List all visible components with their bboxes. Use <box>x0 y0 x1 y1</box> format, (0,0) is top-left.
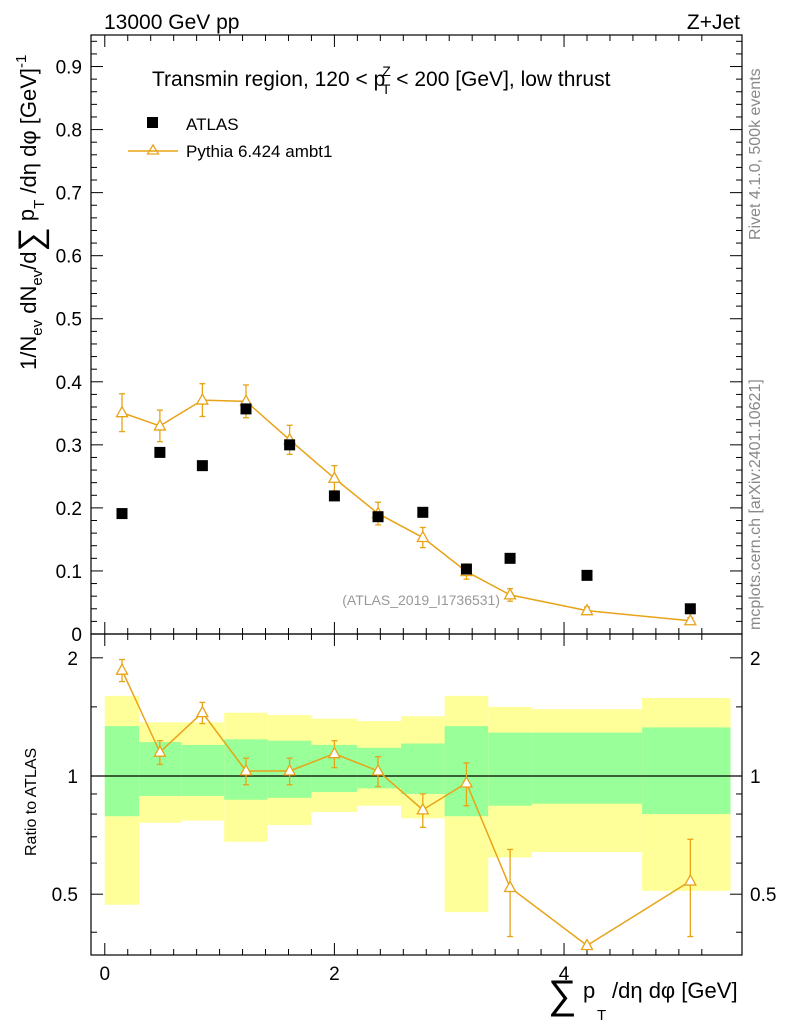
pythia-line <box>121 399 691 622</box>
atlas-point <box>154 446 166 458</box>
pythia-point <box>195 392 209 405</box>
legend-atlas-label: ATLAS <box>186 115 239 134</box>
rivet-version-label: Rivet 4.1.0, 500k events <box>747 68 764 240</box>
pythia-point <box>683 613 697 626</box>
header-collision-label: 13000 GeV pp <box>104 11 239 34</box>
ratio-y-tick-label-left: 0.5 <box>52 885 78 906</box>
pythia-point <box>503 587 517 600</box>
ratio-point <box>416 802 430 815</box>
ratio-point <box>153 744 167 757</box>
x-tick-label: 2 <box>329 964 340 985</box>
svg-text:∑: ∑ <box>548 973 577 1017</box>
ratio-y-tick-label-right: 2 <box>750 649 761 670</box>
ratio-y-tick-label-right: 1 <box>750 767 761 788</box>
ratio-y-axis-label: Ratio to ATLAS <box>23 748 40 856</box>
ratio-point <box>115 662 129 675</box>
ratio-point <box>503 880 517 893</box>
ratio-point <box>239 763 253 776</box>
pythia-point <box>327 470 342 483</box>
band-1sigma-bin <box>181 744 225 796</box>
legend-pythia-marker <box>146 143 160 155</box>
atlas-point <box>284 439 296 451</box>
band-1sigma-bin <box>104 726 140 817</box>
ratio-y-tick-label-left: 2 <box>67 649 78 670</box>
ratio-point <box>283 763 297 776</box>
ratio-panel-frame <box>90 633 743 956</box>
atlas-point <box>581 569 593 581</box>
atlas-point <box>196 460 208 472</box>
ratio-point <box>683 873 697 886</box>
main-y-tick-label: 0.3 <box>56 436 82 457</box>
pythia-point <box>580 603 594 616</box>
header-process-label: Z+Jet <box>687 11 740 34</box>
main-y-tick-label: 0.8 <box>56 121 82 142</box>
ratio-point <box>459 775 474 788</box>
ratio-line <box>121 669 691 947</box>
ratio-panel-series <box>115 658 697 951</box>
ratio-panel-axes: 0 2 4 0.5 0.5 1 1 2 2 <box>52 633 776 985</box>
ratio-point <box>371 763 385 776</box>
atlas-point <box>240 403 252 415</box>
pythia-point <box>153 418 167 431</box>
main-y-tick-label: 0.9 <box>56 58 82 79</box>
main-y-tick-label: 0.6 <box>56 247 82 268</box>
main-y-tick-label: 0 <box>71 625 82 646</box>
atlas-point <box>116 508 128 520</box>
main-y-tick-label: 0.2 <box>56 499 82 520</box>
svg-text:T: T <box>597 1007 606 1024</box>
main-panel-series <box>115 383 697 626</box>
ratio-series-clipped <box>115 658 697 951</box>
pythia-point <box>416 530 430 543</box>
svg-text:/dη dφ [GeV]: /dη dφ [GeV] <box>612 978 738 1003</box>
main-y-axis-label: 1/Nev dNev/d∑ pT /dη dφ [GeV]-1 <box>12 55 50 370</box>
pythia-point <box>115 405 129 418</box>
atlas-point <box>417 506 429 518</box>
atlas-point <box>684 603 696 615</box>
main-panel-axes: 0 0.1 0.2 0.3 0.4 0.5 0.6 0.7 0.8 0.9 <box>56 34 743 646</box>
band-1sigma-bin <box>531 732 643 804</box>
main-y-tick-label: 0.1 <box>56 562 82 583</box>
x-axis-label: ∑ p T /dη dφ [GeV] <box>548 973 738 1024</box>
analysis-id-label: (ATLAS_2019_I1736531) <box>342 592 500 608</box>
ratio-point <box>327 746 342 759</box>
ratio-point <box>195 705 209 718</box>
atlas-point <box>460 563 472 575</box>
svg-text:1/Nev dNev/d∑ pT /dη dφ [GeV]: 1/Nev dNev/d∑ pT /dη dφ [GeV]-1 <box>12 55 50 370</box>
x-tick-label: 0 <box>99 964 110 985</box>
main-y-tick-label: 0.7 <box>56 184 82 205</box>
band-1sigma-bin <box>401 743 445 794</box>
atlas-point <box>372 511 384 523</box>
ratio-y-tick-label-left: 1 <box>67 767 78 788</box>
band-1sigma-bin <box>488 732 532 806</box>
ratio-uncertainty-bands <box>104 695 731 913</box>
svg-text:p: p <box>583 978 595 1003</box>
band-1sigma-bin <box>642 727 731 815</box>
plot-title: Transmin region, 120 < pZ T < 200 [GeV], … <box>152 63 611 97</box>
main-y-tick-label: 0.4 <box>56 373 83 394</box>
atlas-point <box>328 490 340 502</box>
legend-atlas-marker <box>147 117 158 128</box>
legend: ATLAS Pythia 6.424 ambt1 <box>128 115 332 161</box>
atlas-point <box>504 552 516 564</box>
ratio-point <box>580 938 594 951</box>
mcplots-credit-label: mcplots.cern.ch [arXiv:2401.10621] <box>747 379 764 630</box>
legend-pythia-label: Pythia 6.424 ambt1 <box>186 142 332 161</box>
svg-text:Transmin region, 120 < pZT < 2: Transmin region, 120 < pZ T < 200 [GeV], … <box>152 63 611 97</box>
ratio-y-tick-label-right: 0.5 <box>750 885 776 906</box>
x-tick-label: 4 <box>559 964 570 985</box>
main-y-tick-label: 0.5 <box>56 310 82 331</box>
